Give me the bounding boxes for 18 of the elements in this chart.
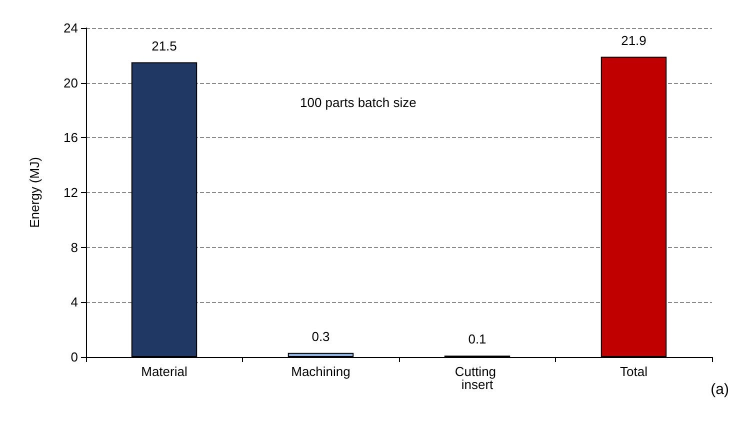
data-label: 0.1 <box>468 332 486 347</box>
y-tick-label: 8 <box>70 240 78 255</box>
y-tick-label: 0 <box>70 350 78 364</box>
data-label: 0.3 <box>312 328 330 344</box>
y-tick-label: 16 <box>64 130 78 146</box>
data-label: 21.5 <box>152 38 177 54</box>
x-tick-label: Material <box>141 364 188 379</box>
x-tick-label: Machining <box>291 364 350 379</box>
x-tick-label: Total <box>620 364 648 379</box>
text: (a) <box>710 381 730 398</box>
y-tick-label: 20 <box>64 75 78 90</box>
annotation: 100 parts batch size <box>300 95 416 110</box>
y-tick-label: 4 <box>70 294 78 310</box>
y-tick-label: 12 <box>64 185 78 200</box>
x-tick-label: Cutting insert <box>454 364 500 392</box>
y-tick-label: 24 <box>64 20 78 36</box>
data-label: 21.9 <box>621 32 646 48</box>
y-axis-title: Energy (MJ) <box>27 157 42 228</box>
